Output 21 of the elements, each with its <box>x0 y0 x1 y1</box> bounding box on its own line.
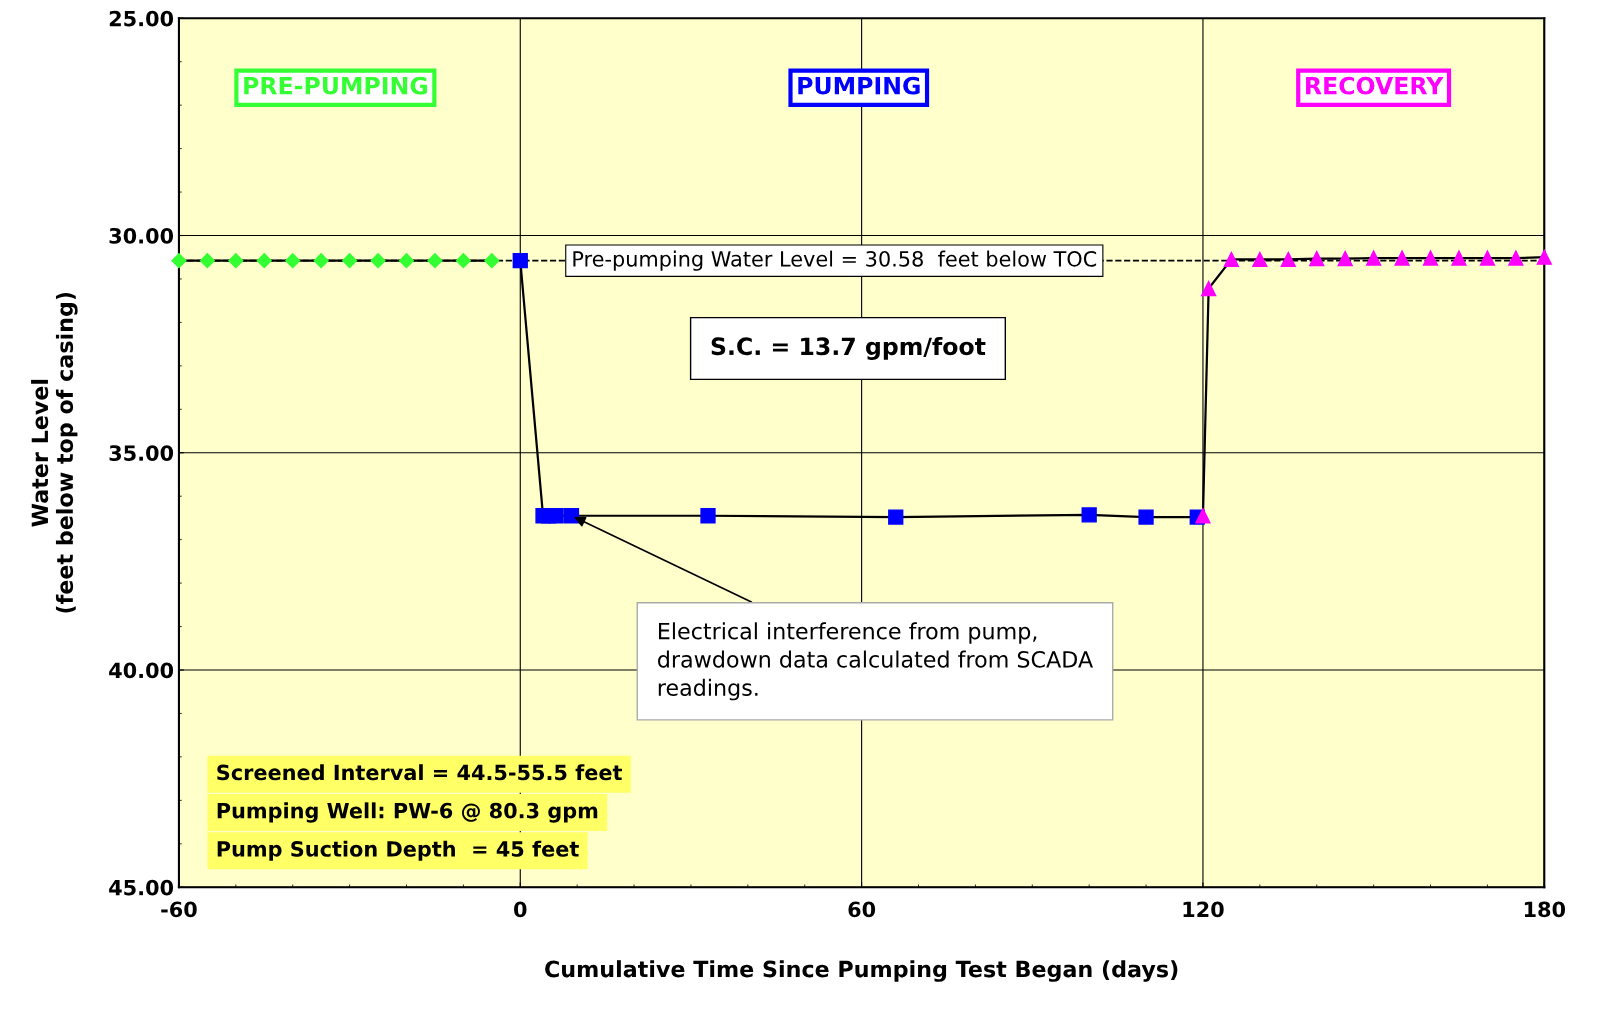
x-tick-label: -60 <box>161 901 197 918</box>
y-tick-label: 45.00 <box>109 879 174 896</box>
annotation: PUMPING <box>798 76 920 95</box>
ref-line-label: Pre-pumping Water Level = 30.58 feet below TOC <box>573 250 1097 271</box>
x-tick-label: 60 <box>848 901 876 918</box>
annotation: Pumping Well: PW-6 @ 80.3 gpm <box>217 802 598 823</box>
annotation: RECOVERY <box>1306 76 1444 95</box>
annotation: Screened Interval = 44.5-55.5 feet <box>217 764 623 781</box>
annotation: Electrical interference from pump, drawdown data calculated from SCADA readings. <box>658 622 1093 701</box>
x-tick-label: 180 <box>1524 901 1566 918</box>
x-tick-label: 0 <box>514 901 527 918</box>
annotation: Pump Suction Depth = 45 feet <box>217 840 579 861</box>
annotation: S.C. = 13.7 gpm/foot <box>711 336 986 360</box>
y-tick-label: 40.00 <box>109 662 174 679</box>
y-axis-title: Water Level (feet below top of casing) <box>31 292 78 613</box>
y-tick-label: 35.00 <box>109 445 174 461</box>
y-tick-label: 25.00 <box>109 10 174 27</box>
x-axis-title: Cumulative Time Since Pumping Test Began (days) <box>545 960 1178 982</box>
y-tick-label: 30.00 <box>109 227 174 244</box>
x-tick-label: 120 <box>1183 901 1224 918</box>
annotation: PRE-PUMPING <box>244 76 427 95</box>
